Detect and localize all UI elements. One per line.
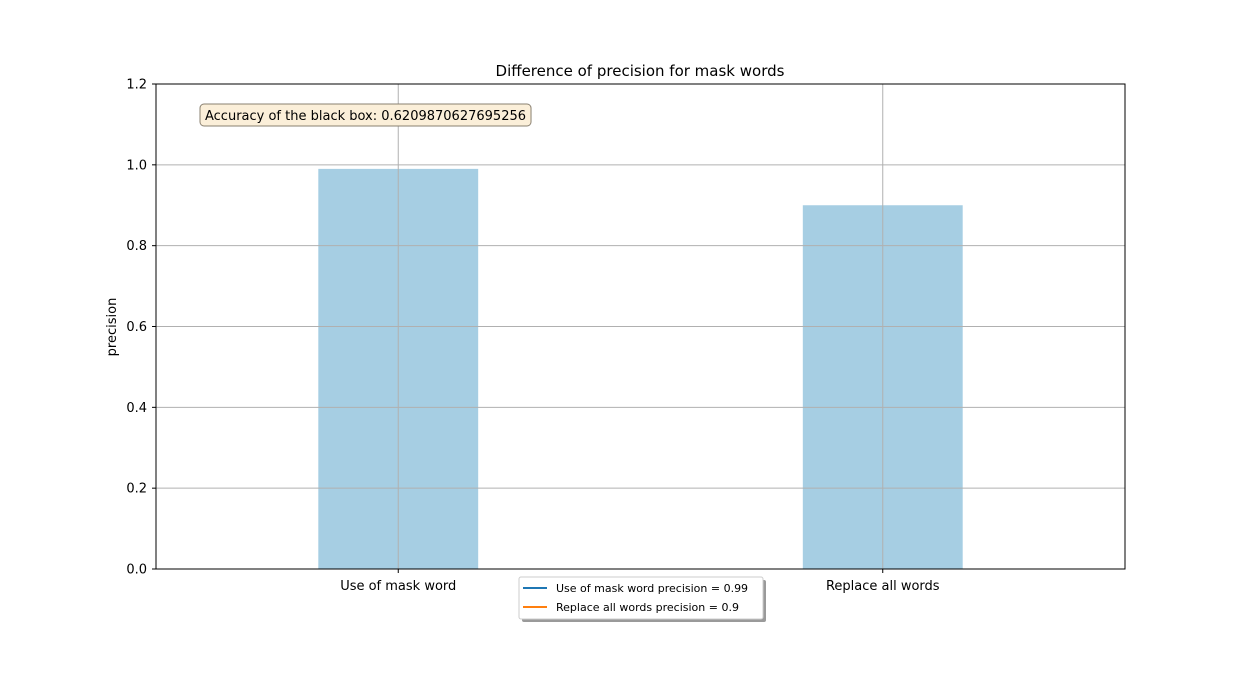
annotation-background — [199, 103, 532, 127]
annotation-box: Accuracy of the black box: 0.62098706276… — [199, 103, 532, 127]
chart-title: Difference of precision for mask words — [496, 62, 785, 80]
y-tick-label: 0.4 — [126, 401, 147, 416]
annotation-text: Accuracy of the black box: 0.62098706276… — [205, 109, 526, 124]
y-axis-label: precision — [105, 298, 120, 357]
axes-frame — [155, 83, 1126, 570]
legend-box — [518, 576, 764, 620]
y-tick-label: 0.2 — [126, 482, 147, 497]
x-tick-label: Replace all words — [826, 579, 940, 594]
y-tick-label: 1.2 — [126, 78, 147, 93]
legend: Use of mask word precision = 0.99 Replace… — [518, 576, 766, 622]
y-tick-label: 0.6 — [126, 320, 147, 335]
legend-label: Use of mask word precision = 0.99 — [556, 582, 748, 595]
x-tick-label: Use of mask word — [340, 579, 456, 594]
y-tick-label: 0.8 — [126, 239, 147, 254]
legend-label: Replace all words precision = 0.9 — [556, 601, 739, 614]
plot-area: 0.0 0.2 0.4 0.6 0.8 1.0 1.2 Use of mask word Rep… — [126, 78, 1126, 622]
y-tick-label: 0.0 — [126, 563, 147, 578]
y-tick-label: 1.0 — [126, 158, 147, 173]
